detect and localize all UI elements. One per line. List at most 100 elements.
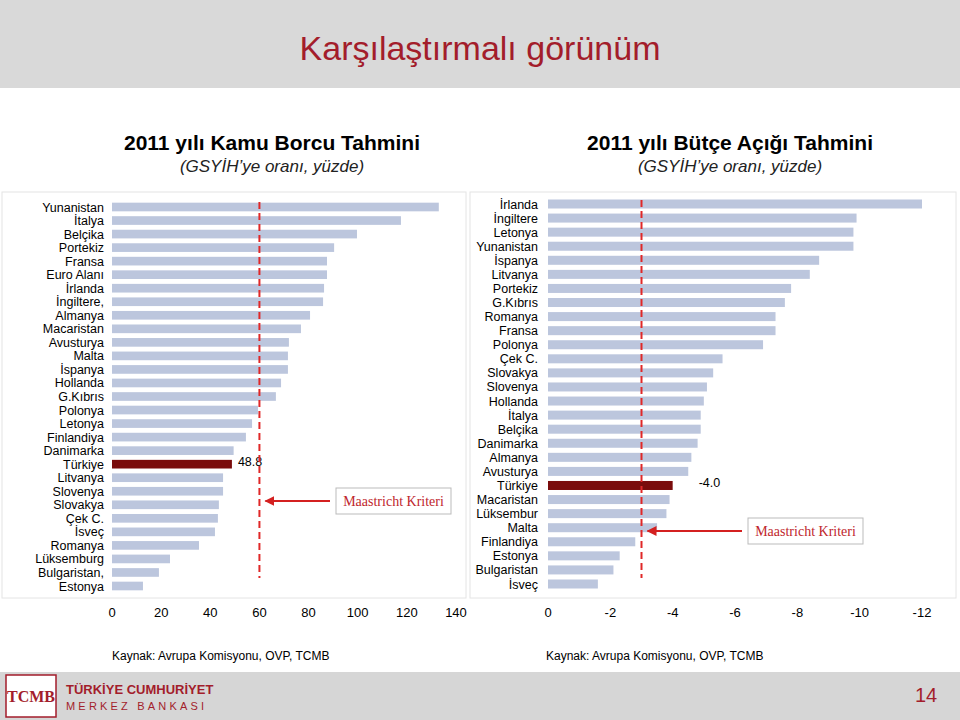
chart-subtitle: (GSYİH’ye oranı, yüzde) [180,157,364,176]
category-label: Danimarka [44,444,104,458]
logo-text: TCMB [7,688,55,705]
category-label: Finlandiya [47,431,104,445]
category-label: Estonya [493,549,538,563]
tick-label: 0 [108,605,115,620]
bar [548,481,673,490]
category-label: Bulgaristan, [38,566,104,580]
bar [548,326,776,335]
bar [112,338,289,347]
chart: 2011 yılı Kamu Borcu Tahmini (GSYİH’ye or… [2,131,467,663]
chart-frame [470,192,956,598]
category-label: Macaristan [477,493,538,507]
category-label: G.Kıbrıs [492,296,538,310]
bar [112,487,223,496]
bar [548,228,853,237]
bar [112,433,246,442]
category-label: İsveç [509,578,538,592]
chart-title: 2011 yılı Kamu Borcu Tahmini [124,131,420,154]
bar [112,311,310,320]
bar [548,397,704,406]
chart: 2011 yılı Bütçe Açığı Tahmini (GSYİH’ye o… [470,131,956,663]
category-label: Slovakya [53,498,104,512]
category-label: İtalya [508,409,538,423]
category-label: Çek C. [500,352,538,366]
bar [548,453,691,462]
category-label: Yunanistan [42,201,104,215]
bar [548,368,713,377]
bar [548,495,670,504]
bar [548,551,620,560]
tick-label: -8 [792,605,804,620]
category-label: Fransa [499,324,538,338]
category-label: Türkiye [497,479,538,493]
tick-label: 80 [301,605,315,620]
category-label: Lüksembur [476,507,538,521]
bar [112,541,199,550]
bar [112,500,219,509]
category-label: G.Kıbrıs [58,390,104,404]
slide: Karşılaştırmalı görünümTCMBTÜRKİYE CUMHU… [0,0,960,720]
bank-name: MERKEZ BANKASI [66,700,207,712]
slide-title: Karşılaştırmalı görünüm [300,29,661,67]
bar [548,214,857,223]
header-band [0,0,960,88]
category-label: İrlanda [500,198,538,212]
bar [112,568,159,577]
category-label: Letonya [60,417,105,431]
annotation-arrow [648,530,743,532]
bar [548,439,698,448]
bar [548,579,598,588]
bar [112,514,218,523]
category-label: Slovakya [487,366,538,380]
category-label: Litvanya [57,471,104,485]
bar [112,555,170,564]
bar [548,298,785,307]
category-label: Almanya [489,451,538,465]
tick-label: 140 [445,605,467,620]
bar [112,379,281,388]
page-number: 14 [915,684,937,706]
category-label: İtalya [74,214,104,228]
tick-label: -12 [913,605,932,620]
annotation-text: Maastricht Kriteri [755,524,856,539]
tick-label: -4 [667,605,679,620]
category-label: Slovenya [53,485,104,499]
category-label: Romanya [485,310,539,324]
footer-band [0,672,960,720]
category-label: Malta [73,349,104,363]
category-label: Bulgaristan [475,563,538,577]
tick-label: 60 [252,605,266,620]
category-label: İspanya [60,363,104,377]
logo-frame [6,675,56,717]
tick-label: -6 [729,605,741,620]
category-label: Macaristan [43,322,104,336]
bar [548,467,688,476]
reference-line [641,200,643,578]
bar [112,446,234,455]
bar [548,312,776,321]
bars [548,199,922,588]
category-label: Portekiz [493,282,538,296]
bar [548,242,853,251]
chart-title: 2011 yılı Bütçe Açığı Tahmini [587,131,873,154]
category-label: Danimarka [478,437,538,451]
category-label: Belçika [498,423,538,437]
category-label: İngiltere [494,212,539,226]
bar [548,425,701,434]
tick-label: 120 [396,605,418,620]
bar [112,352,288,361]
chart-subtitle: (GSYİH’ye oranı, yüzde) [638,157,822,176]
category-label: Polonya [493,338,538,352]
reference-line [258,202,260,578]
category-label: İspanya [494,254,538,268]
bar [112,473,223,482]
bar [112,230,357,239]
category-label: Fransa [65,255,104,269]
tick-label: 20 [154,605,168,620]
category-label: Letonya [494,226,539,240]
category-label: Avusturya [483,465,538,479]
category-label: Malta [507,521,538,535]
bar [112,460,232,469]
bar [548,411,701,420]
category-label: Lüksemburg [35,552,104,566]
